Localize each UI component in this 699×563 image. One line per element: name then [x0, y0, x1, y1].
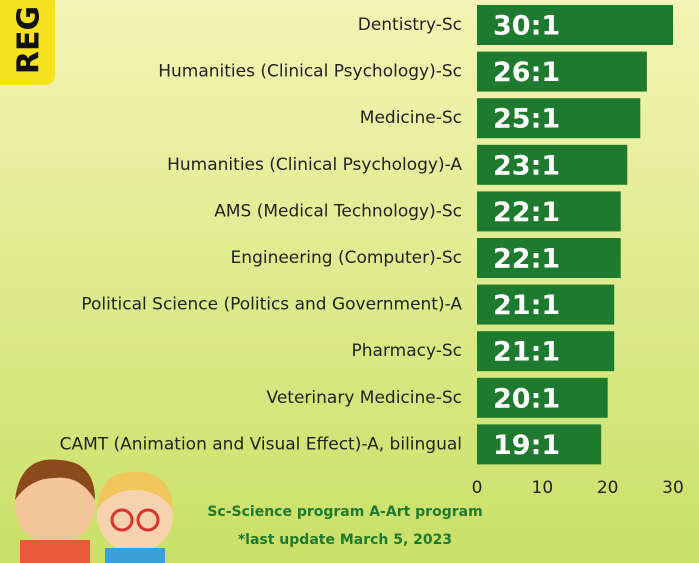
category-label: Pharmacy-Sc [352, 341, 463, 361]
x-tick-label: 30 [662, 478, 684, 498]
category-label: CAMT (Animation and Visual Effect)-A, bi… [60, 434, 462, 454]
value-label: 22:1 [493, 244, 560, 275]
legend-note: Sc-Science program A-Art program [207, 504, 482, 520]
update-note: *last update March 5, 2023 [238, 532, 452, 548]
category-label: Political Science (Politics and Governme… [81, 295, 462, 315]
category-label: Humanities (Clinical Psychology)-A [167, 155, 462, 175]
x-tick-label: 10 [532, 478, 554, 498]
value-label: 21:1 [493, 290, 560, 321]
category-label: Engineering (Computer)-Sc [231, 248, 462, 268]
category-label: Humanities (Clinical Psychology)-Sc [158, 62, 462, 82]
x-tick-label: 20 [597, 478, 619, 498]
category-label: Medicine-Sc [360, 108, 462, 128]
x-tick-label: 0 [472, 478, 483, 498]
category-label: AMS (Medical Technology)-Sc [214, 201, 462, 221]
value-label: 30:1 [493, 11, 560, 42]
value-label: 23:1 [493, 150, 560, 181]
category-label: Dentistry-Sc [358, 15, 462, 35]
value-label: 19:1 [493, 430, 560, 461]
value-label: 22:1 [493, 197, 560, 228]
value-label: 25:1 [493, 104, 560, 135]
page: {"chart_data": {"type": "barh", "side_la… [0, 0, 699, 563]
category-label: Veterinary Medicine-Sc [267, 388, 462, 408]
chart: REG Sc-Science program A-Art program *la… [0, 0, 699, 563]
value-label: 26:1 [493, 57, 560, 88]
side-label: REG [12, 6, 47, 74]
value-label: 20:1 [493, 383, 560, 414]
value-label: 21:1 [493, 337, 560, 368]
